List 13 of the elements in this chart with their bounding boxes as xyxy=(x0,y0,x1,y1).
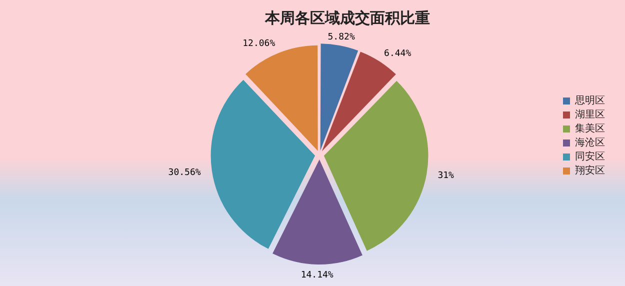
legend-label: 同安区 xyxy=(575,150,605,163)
data-label: 31% xyxy=(438,171,455,182)
data-label: 12.06% xyxy=(242,38,276,49)
legend-label: 湖里区 xyxy=(575,108,605,121)
legend-label: 海沧区 xyxy=(575,136,605,149)
data-label: 5.82% xyxy=(328,32,356,42)
chart-title: 本周各区域成交面积比重 xyxy=(264,8,430,27)
data-label: 14.14% xyxy=(300,270,334,280)
data-label: 30.56% xyxy=(168,168,202,178)
legend-label: 思明区 xyxy=(574,96,605,107)
data-label: 6.44% xyxy=(384,49,412,60)
legend-label: 翔安区 xyxy=(575,164,605,177)
legend-label: 集美区 xyxy=(575,122,605,135)
